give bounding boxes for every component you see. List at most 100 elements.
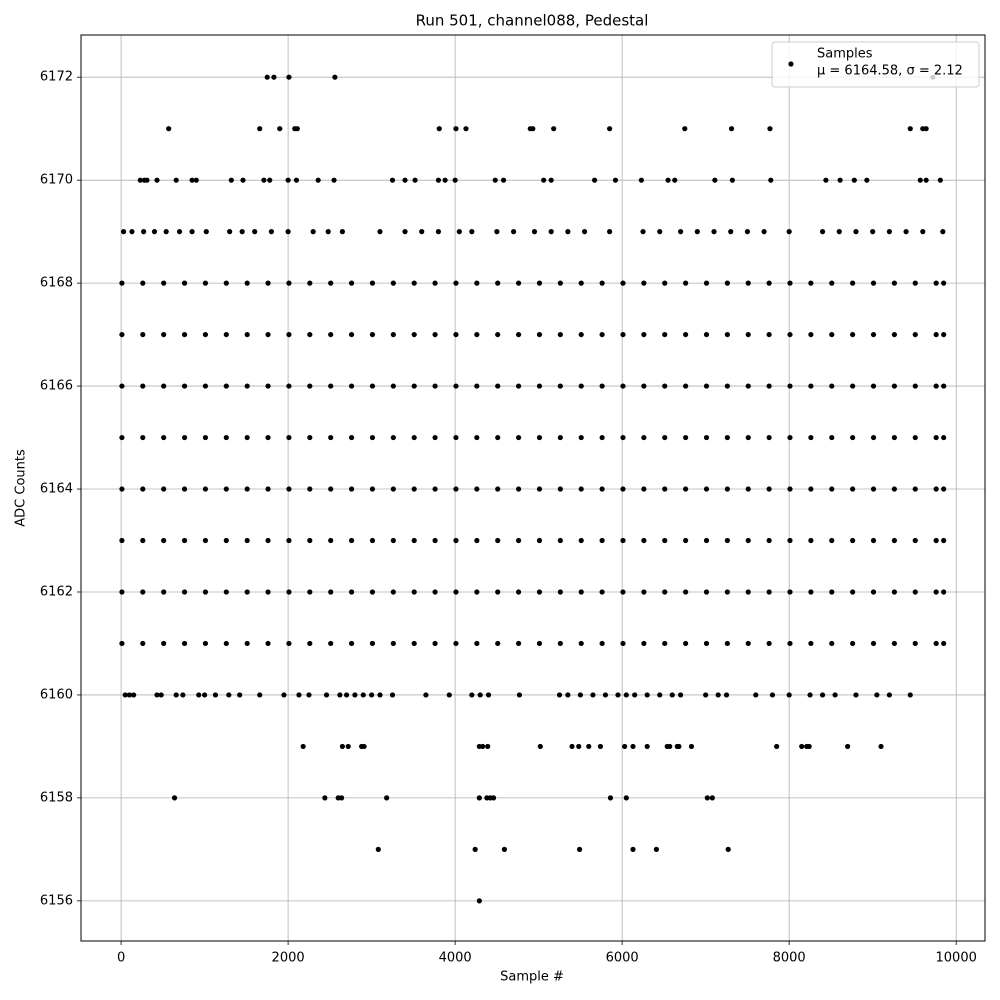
point: [223, 589, 229, 595]
point: [494, 229, 500, 235]
point: [548, 177, 554, 183]
point: [419, 229, 425, 235]
point: [870, 640, 877, 647]
point: [203, 229, 209, 235]
point: [411, 537, 417, 544]
point: [745, 331, 751, 338]
point: [745, 589, 751, 595]
point: [119, 537, 125, 544]
point: [515, 589, 522, 595]
point: [870, 486, 877, 492]
point: [850, 331, 856, 338]
point: [724, 486, 730, 492]
point: [501, 846, 507, 852]
point: [620, 537, 626, 544]
point: [307, 434, 313, 441]
point: [641, 640, 647, 647]
point: [453, 434, 459, 441]
point: [569, 743, 575, 750]
point: [787, 280, 793, 286]
point: [941, 640, 947, 647]
point: [565, 692, 571, 698]
point: [556, 692, 563, 698]
point: [196, 692, 202, 698]
point: [240, 177, 246, 183]
point: [832, 692, 838, 698]
point: [369, 331, 376, 338]
point: [181, 383, 188, 389]
point: [411, 640, 417, 647]
point: [490, 795, 497, 801]
point: [515, 486, 522, 492]
point: [615, 692, 621, 698]
point: [307, 383, 313, 389]
point: [829, 383, 835, 389]
point: [641, 331, 647, 338]
point: [599, 640, 605, 647]
point: [495, 331, 501, 338]
point: [212, 692, 219, 698]
point: [917, 177, 923, 183]
point: [323, 692, 330, 698]
point: [377, 692, 383, 698]
point: [173, 692, 179, 698]
point: [557, 331, 563, 338]
point: [227, 229, 233, 235]
point: [923, 126, 929, 132]
point: [265, 434, 271, 441]
legend-stats: μ = 6164.58, σ = 2.12: [817, 64, 963, 79]
point: [144, 177, 150, 183]
point: [850, 537, 856, 544]
point: [850, 589, 856, 595]
point: [265, 383, 271, 389]
point: [870, 589, 877, 595]
point: [223, 383, 229, 389]
point: [474, 331, 480, 338]
point: [704, 795, 710, 801]
x-tick-label: 10000: [936, 951, 977, 966]
point: [389, 177, 396, 183]
point: [286, 640, 292, 647]
point: [369, 692, 375, 698]
point: [322, 795, 328, 801]
point: [612, 177, 619, 183]
point: [923, 177, 929, 183]
point: [837, 177, 843, 183]
point: [941, 486, 947, 492]
point: [599, 589, 605, 595]
y-tick-label: 6164: [40, 482, 73, 497]
point: [657, 692, 663, 698]
point: [724, 331, 730, 338]
point: [239, 229, 245, 235]
point: [725, 846, 731, 852]
point: [453, 331, 459, 338]
point: [161, 383, 167, 389]
point: [662, 383, 668, 389]
point: [294, 126, 300, 132]
x-tick-label: 4000: [439, 951, 472, 966]
point: [271, 74, 277, 80]
point: [126, 692, 133, 698]
point: [694, 229, 700, 235]
point: [620, 331, 626, 338]
point: [870, 537, 877, 544]
point: [348, 280, 355, 286]
point: [328, 383, 334, 389]
point: [676, 743, 682, 750]
point: [703, 537, 710, 544]
point: [377, 229, 383, 235]
point: [161, 537, 167, 544]
x-tick-label: 2000: [272, 951, 305, 966]
point: [257, 126, 263, 132]
point: [223, 537, 229, 544]
point: [933, 589, 939, 595]
point: [551, 126, 557, 132]
point: [724, 383, 730, 389]
point: [630, 846, 636, 852]
point: [453, 486, 459, 492]
point: [131, 692, 137, 698]
point: [912, 383, 918, 389]
point: [432, 434, 438, 441]
point: [296, 692, 302, 698]
